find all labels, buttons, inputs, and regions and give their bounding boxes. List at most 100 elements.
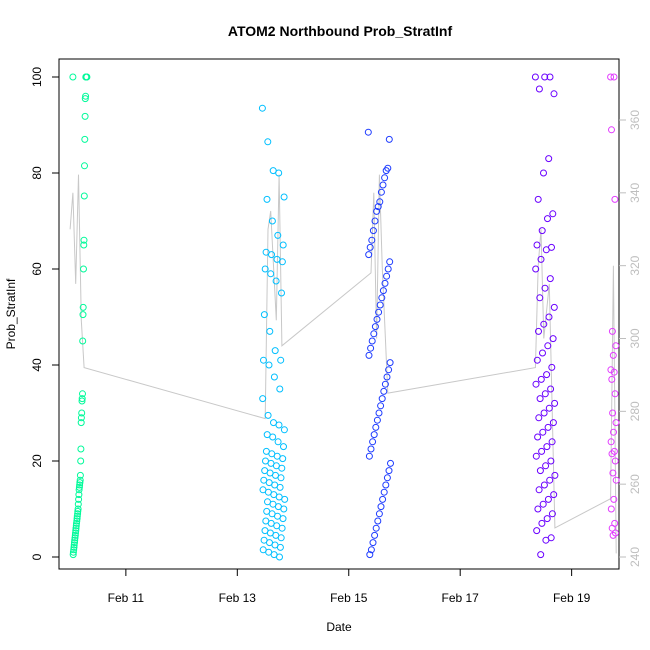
data-point	[370, 330, 378, 338]
data-point	[550, 90, 558, 98]
data-point	[612, 419, 620, 427]
data-point	[371, 531, 379, 539]
data-point	[78, 397, 86, 405]
data-point	[76, 476, 84, 484]
data-point	[547, 457, 555, 465]
data-point	[74, 505, 82, 513]
altitude-line-layer	[69, 174, 617, 554]
data-point	[281, 495, 289, 503]
data-point	[611, 457, 619, 465]
x-tick-label: Feb 15	[330, 591, 368, 605]
data-point	[280, 193, 288, 201]
data-point	[608, 450, 616, 458]
data-point	[72, 527, 80, 535]
data-point	[551, 471, 559, 479]
data-point	[539, 349, 546, 357]
data-point	[533, 241, 541, 249]
data-point	[531, 73, 539, 81]
data-point	[276, 543, 284, 551]
data-point	[78, 409, 86, 417]
data-point	[74, 507, 82, 515]
data-point	[75, 483, 83, 491]
data-point	[538, 447, 546, 455]
data-point	[550, 491, 558, 499]
data-point	[279, 515, 287, 523]
data-point	[375, 409, 383, 417]
data-point	[544, 423, 552, 431]
data-point	[539, 428, 547, 436]
data-point	[73, 519, 80, 527]
data-point	[543, 371, 551, 379]
data-point	[385, 467, 393, 475]
y-tick-label: 20	[30, 454, 44, 468]
y-tick-label: 100	[30, 67, 44, 87]
data-point	[609, 531, 617, 539]
data-point	[266, 327, 274, 335]
data-point	[272, 277, 280, 285]
data-point	[545, 313, 553, 321]
x-tick-label: Feb 17	[442, 591, 480, 605]
data-point	[73, 512, 81, 520]
data-point	[365, 351, 373, 359]
data-point	[71, 531, 79, 539]
data-point	[268, 217, 276, 225]
x-tick-label: Feb 13	[219, 591, 257, 605]
data-point	[533, 527, 541, 535]
data-point	[546, 476, 554, 484]
data-point	[611, 195, 619, 203]
data-point	[538, 519, 546, 527]
data-point	[70, 543, 78, 551]
data-point	[76, 481, 84, 489]
data-point	[73, 517, 81, 525]
data-point	[258, 104, 266, 112]
data-point	[69, 551, 77, 559]
data-point	[80, 241, 88, 249]
data-point	[72, 529, 79, 537]
data-point	[612, 476, 620, 484]
data-point	[276, 483, 284, 491]
data-point	[366, 551, 374, 559]
data-point	[375, 308, 383, 316]
data-point	[535, 414, 543, 422]
data-point	[535, 486, 543, 494]
data-point	[82, 92, 90, 100]
data-point	[533, 356, 541, 364]
data-point	[381, 380, 389, 388]
data-point	[608, 524, 616, 532]
data-point	[372, 524, 380, 532]
data-point	[74, 510, 82, 518]
data-point	[263, 195, 271, 203]
data-point	[379, 495, 387, 503]
data-point	[537, 255, 545, 263]
y-tick-label: 40	[30, 358, 44, 372]
data-point	[385, 366, 393, 374]
data-point	[367, 445, 375, 453]
data-point	[610, 447, 618, 455]
data-point	[70, 546, 78, 554]
data-point	[381, 174, 389, 182]
data-point	[548, 510, 556, 518]
data-point	[542, 462, 550, 470]
data-point	[275, 421, 283, 429]
data-point	[550, 303, 558, 311]
data-point	[540, 169, 547, 177]
data-point	[610, 368, 618, 376]
series-2	[258, 104, 289, 561]
data-point	[277, 534, 285, 542]
data-point	[71, 539, 78, 547]
data-point	[80, 236, 88, 244]
data-point	[536, 467, 544, 475]
data-point	[542, 536, 550, 544]
data-point	[276, 553, 283, 561]
data-point	[541, 73, 549, 81]
data-point	[543, 515, 551, 523]
data-point	[532, 380, 540, 388]
data-point	[374, 203, 382, 211]
data-point	[80, 265, 87, 273]
data-point	[538, 227, 546, 235]
data-point	[532, 452, 540, 460]
data-point	[72, 524, 80, 532]
x-tick-label: Feb 19	[553, 591, 591, 605]
data-point	[608, 375, 616, 383]
data-point	[77, 419, 85, 427]
